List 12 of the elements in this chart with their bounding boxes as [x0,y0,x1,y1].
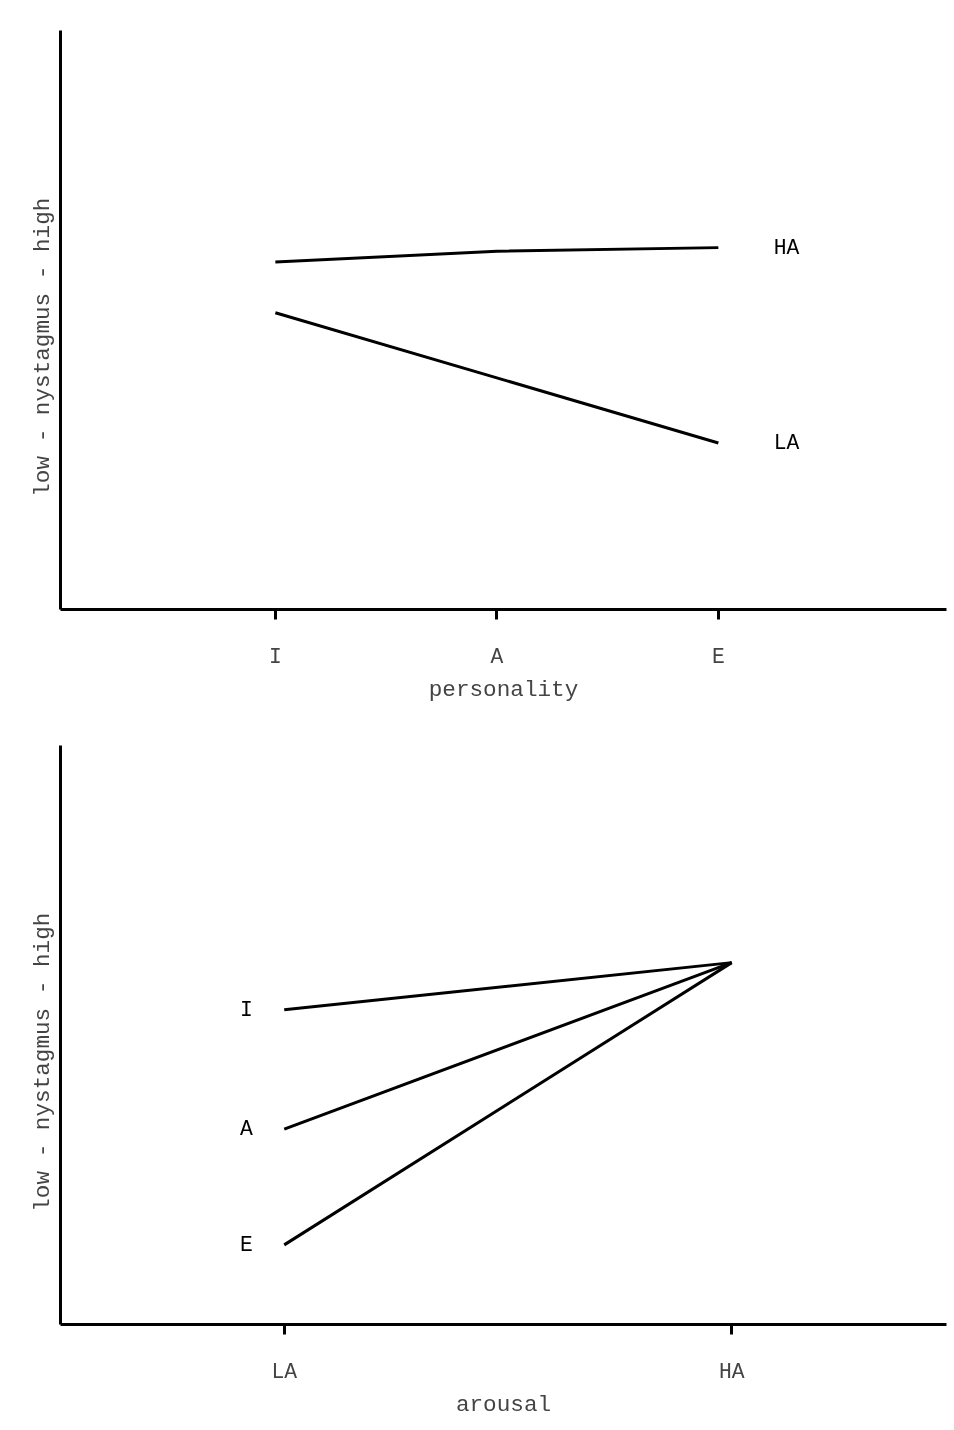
x-tick-label: A [490,644,504,669]
series-label: E [240,1232,253,1257]
y-axis-title: low - nystagmus - high [29,197,56,497]
series-label: I [240,997,253,1022]
series-label: A [240,1117,254,1142]
x-axis-title: personality [428,676,579,703]
text: LA [773,431,800,456]
text: HA [773,235,800,260]
y-axis-title: low - nystagmus - high [29,912,56,1212]
x-tick-label: E [711,644,725,669]
x-tick-label: I [268,644,282,669]
x-axis-title: arousal [455,1391,552,1418]
